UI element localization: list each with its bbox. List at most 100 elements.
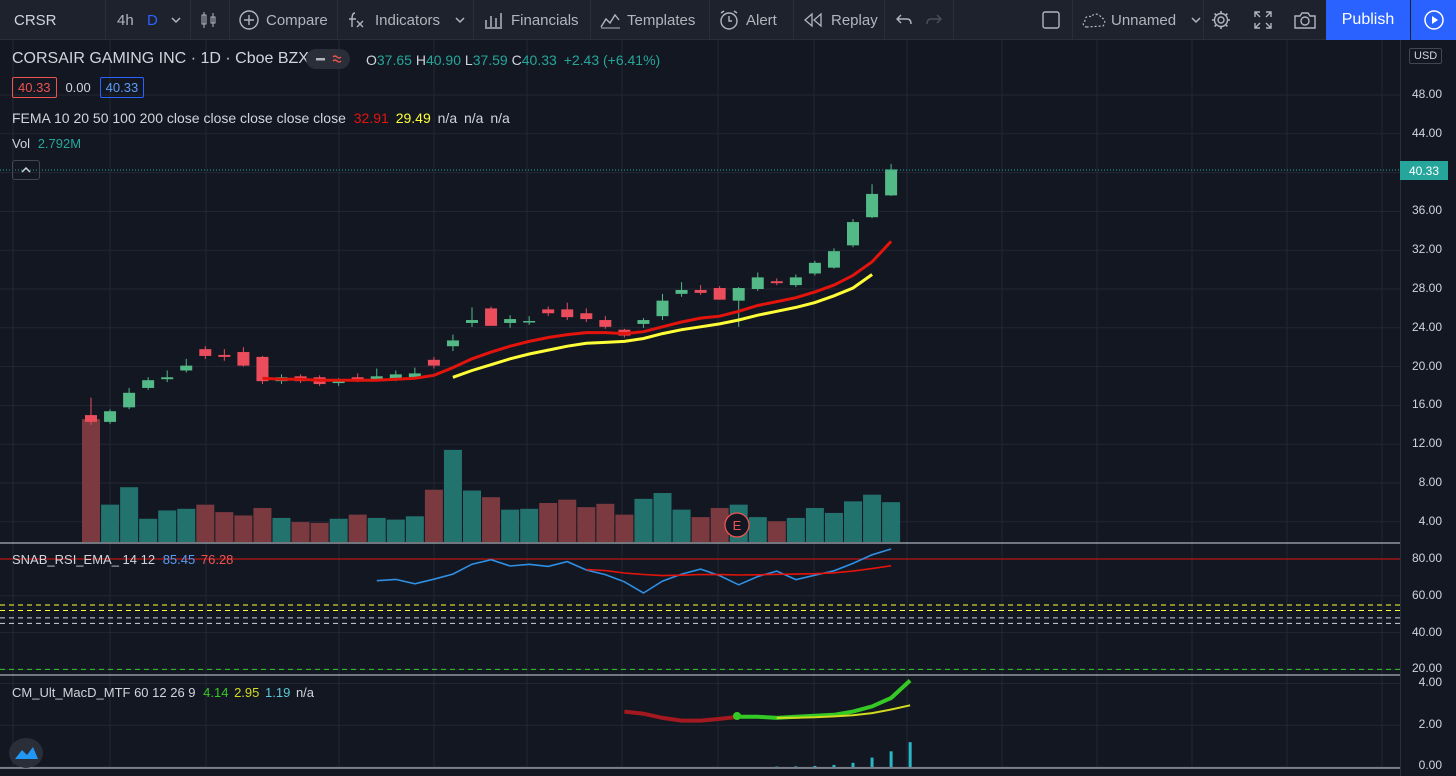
volume-bar [786, 517, 805, 542]
ask-price-badge[interactable]: 40.33 [99, 77, 145, 98]
redo-button[interactable] [924, 0, 944, 40]
layout-name-button[interactable]: Unnamed [1081, 0, 1202, 40]
collapse-legend-button[interactable] [12, 160, 40, 180]
cloud-icon [1082, 13, 1106, 28]
price-axis-tick: 28.00 [1411, 281, 1442, 295]
volume-bar [710, 507, 729, 542]
macd-signal-line [776, 704, 911, 719]
rsi-legend[interactable]: SNAB_RSI_EMA_ 14 12 85.45 76.28 [12, 552, 233, 567]
volume-bar [577, 507, 596, 542]
volume-bar [272, 517, 291, 542]
volume-bar [482, 497, 501, 542]
fema-value-3: n/a [437, 110, 458, 126]
alarm-clock-icon [720, 10, 738, 30]
volume-bar [253, 507, 272, 542]
symbol-legend[interactable]: CORSAIR GAMING INC · 1D · Cboe BZX [12, 50, 309, 68]
alert-button[interactable]: Alert [718, 0, 777, 40]
candle-body [789, 277, 802, 286]
toolbar-divider [1203, 0, 1204, 40]
toolbar-divider [793, 0, 794, 40]
volume-bar [196, 504, 215, 542]
gear-icon [1212, 11, 1230, 29]
candle-body [675, 289, 688, 294]
function-fx-icon [349, 12, 364, 28]
redo-icon [926, 14, 942, 25]
volume-bar [805, 507, 824, 542]
volume-bar [863, 494, 882, 542]
volume-bar [520, 508, 539, 542]
high-label: H [415, 52, 426, 68]
templates-label: Templates [627, 11, 696, 29]
financials-label: Financials [511, 11, 579, 29]
ohlc-values: O37.65 H40.90 L37.59 C40.33 +2.43 (+6.41… [366, 52, 660, 68]
undo-button[interactable] [894, 0, 914, 40]
symbol-search[interactable]: CRSR [14, 0, 57, 40]
chevron-down-icon [455, 17, 465, 24]
toolbar-divider [337, 0, 338, 40]
interval-d-button[interactable]: D [147, 0, 158, 40]
volume-bar [291, 522, 310, 542]
candles-chart-type-icon[interactable] [199, 0, 219, 40]
macd-axis-tick: 0.00 [1418, 758, 1442, 772]
financials-button[interactable]: Financials [483, 0, 579, 40]
indicators-label: Indicators [375, 11, 441, 29]
last-price-value: 40.33 [1408, 163, 1440, 178]
price-axis-tick: 4.00 [1418, 513, 1442, 528]
earnings-circle [724, 512, 750, 538]
close-value: 40.33 [521, 52, 557, 68]
currency-badge[interactable]: USD [1409, 48, 1443, 64]
volume-bar [672, 509, 691, 542]
templates-button[interactable]: Templates [599, 0, 695, 40]
volume-value: 2.792M [37, 136, 82, 151]
rsi-reference-lines [0, 558, 1400, 670]
tradingview-logo[interactable] [9, 738, 43, 768]
candle-body [599, 320, 612, 327]
ema-yellow-line [452, 273, 873, 379]
macd-legend[interactable]: CM_Ult_MacD_MTF 60 12 26 9 4.14 2.95 1.1… [12, 685, 314, 700]
indicators-button[interactable]: Indicators [346, 0, 466, 40]
earnings-marker[interactable]: E [724, 512, 750, 538]
candle-body [485, 308, 498, 326]
low-label: L [464, 52, 473, 68]
snapshot-button[interactable] [1293, 0, 1317, 40]
macd-signal-value: 2.95 [234, 685, 260, 700]
grid-lines [0, 40, 1400, 768]
volume-legend[interactable]: Vol 2.792M [12, 136, 81, 151]
rsi-label: SNAB_RSI_EMA_ 14 12 [12, 552, 156, 567]
macd-histogram-bar [889, 751, 893, 767]
fema-legend[interactable]: FEMA 10 20 50 100 200 close close close … [12, 110, 510, 126]
candle-body [694, 289, 707, 293]
alert-label: Alert [746, 11, 777, 29]
fullscreen-button[interactable] [1253, 0, 1273, 40]
symbol-label: CRSR [14, 11, 57, 29]
macd-line-rising [738, 679, 912, 720]
candle-body [732, 288, 745, 301]
volume-bar [367, 517, 386, 542]
replay-button[interactable]: Replay [803, 0, 878, 40]
interval-4h-button[interactable]: 4h [117, 0, 134, 40]
candle-body [637, 320, 650, 324]
candle-body [180, 365, 193, 371]
publish-button[interactable]: Publish [1326, 0, 1410, 40]
camera-icon [1294, 12, 1316, 29]
bid-price-badge[interactable]: 40.33 [12, 77, 57, 98]
settings-button[interactable] [1210, 0, 1232, 40]
interval-dropdown-chevron-icon[interactable] [170, 0, 182, 40]
volume-bar [310, 522, 329, 542]
macd-histogram-bar [813, 765, 817, 767]
price-axis-tick: 32.00 [1411, 242, 1442, 257]
volume-bar [653, 493, 672, 542]
interval-d-label: D [147, 11, 158, 29]
close-label: C [511, 52, 522, 68]
select-layout-button[interactable] [1041, 0, 1061, 40]
candle-body [523, 321, 536, 323]
candle-body [446, 340, 459, 347]
candle-body [408, 373, 421, 378]
play-button[interactable] [1411, 0, 1456, 40]
macd-value: 4.14 [203, 685, 229, 700]
compare-button[interactable]: Compare [238, 0, 328, 40]
legend-toggle[interactable] [306, 49, 350, 69]
rewind-icon [804, 12, 822, 28]
toolbar-divider [105, 0, 106, 40]
chart-canvas[interactable]: E [0, 40, 1456, 776]
